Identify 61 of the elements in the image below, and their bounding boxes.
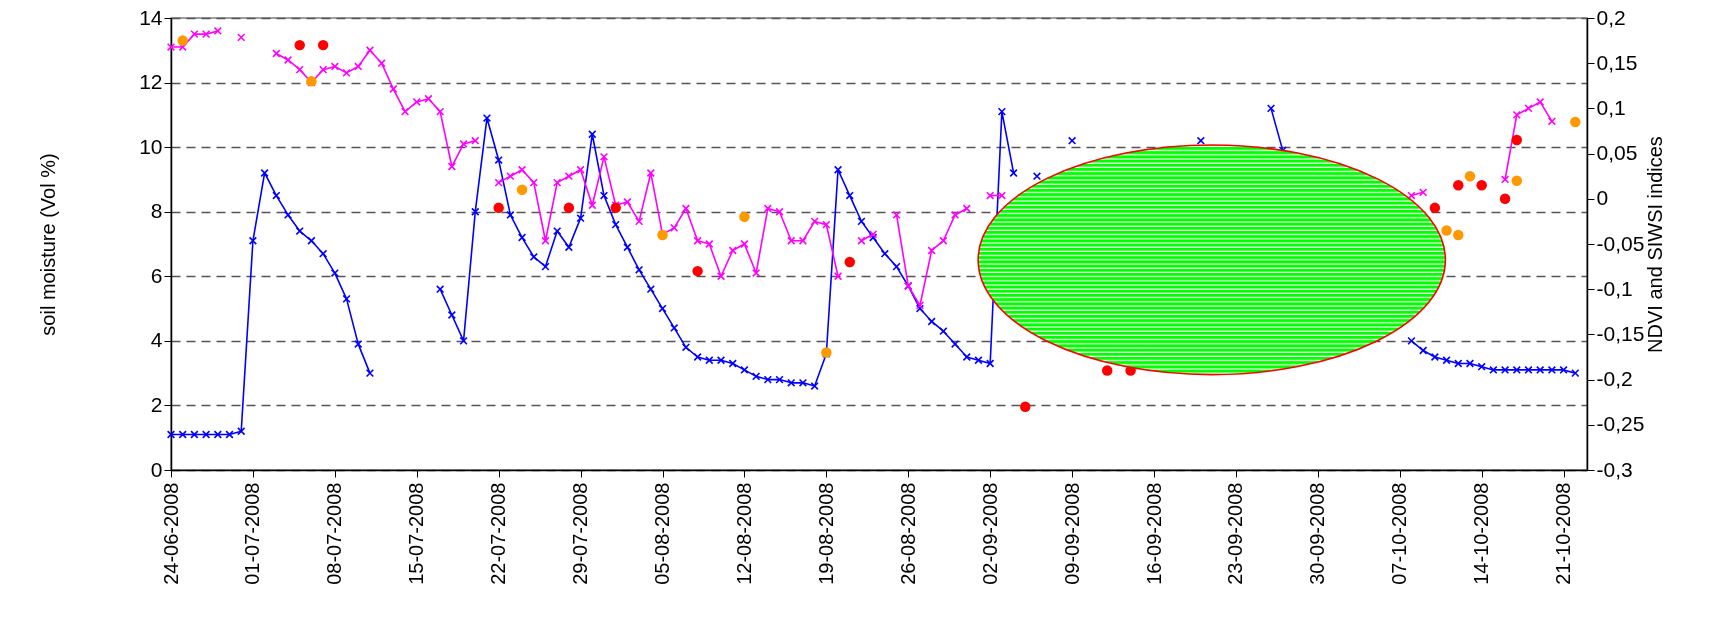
point [692, 265, 703, 277]
point [739, 211, 750, 223]
y2-tick-label: -0,15 [1596, 321, 1645, 345]
y-tick-label: 4 [150, 328, 163, 352]
x-tick-label: 16-09-2008 [1142, 482, 1165, 585]
x-tick-label: 24-06-2008 [159, 482, 182, 585]
point [563, 202, 575, 214]
y2-tick-label: 0,05 [1596, 141, 1638, 165]
point [610, 202, 621, 214]
x-tick-label: 19-08-2008 [814, 482, 837, 585]
x-tick-label: 09-09-2008 [1060, 482, 1083, 585]
point [317, 39, 329, 51]
point [294, 39, 305, 51]
x-tick-label: 01-07-2008 [241, 482, 264, 585]
y-tick-label: 2 [150, 392, 163, 416]
y-tick-label: 14 [139, 5, 163, 29]
point [493, 202, 504, 214]
x-tick-label: 22-07-2008 [487, 482, 510, 585]
y2-tick-label: -0,25 [1596, 412, 1645, 436]
point [1570, 116, 1581, 128]
x-tick-label: 08-07-2008 [323, 482, 346, 585]
x-tick-label: 15-07-2008 [405, 482, 428, 585]
point [177, 35, 188, 46]
y2-tick-label: -0,05 [1596, 231, 1645, 255]
x-tick-label: 23-09-2008 [1224, 482, 1247, 585]
point [1453, 180, 1464, 191]
y-tick-label: 0 [150, 457, 163, 481]
x-tick-label: 12-08-2008 [732, 482, 755, 585]
x-tick-label: 30-09-2008 [1306, 482, 1329, 585]
y-tick-label: 8 [150, 199, 163, 223]
point [1511, 134, 1523, 146]
point [1453, 229, 1464, 241]
x-tick-label: 14-10-2008 [1470, 482, 1493, 585]
x-tick-label: 26-08-2008 [896, 482, 919, 585]
y-tick-label: 6 [150, 263, 163, 287]
point [1464, 170, 1476, 182]
point [844, 256, 855, 268]
y2-tick-label: 0 [1596, 186, 1609, 210]
point [1499, 193, 1511, 205]
y2-tick-label: 0,15 [1596, 50, 1638, 74]
point [1476, 180, 1487, 191]
y-tick-label: 12 [139, 70, 163, 94]
point [1441, 225, 1452, 236]
x-tick-label: 02-09-2008 [978, 482, 1001, 585]
point [1101, 365, 1113, 376]
point [1020, 401, 1031, 412]
y2-tick-label: -0,2 [1596, 367, 1633, 391]
y2-tick-label: -0,1 [1596, 276, 1633, 300]
point [1511, 175, 1523, 186]
point [1429, 202, 1441, 214]
y2-tick-label: -0,3 [1596, 457, 1633, 481]
x-tick-label: 05-08-2008 [651, 482, 673, 585]
y-axis-title: soil moisture (Vol %) [37, 153, 60, 336]
y-tick-label: 10 [139, 134, 163, 158]
point [516, 184, 528, 195]
y2-axis-title: NDVI and SIWSI indices [1644, 136, 1667, 353]
y2-tick-label: 0,2 [1596, 5, 1626, 29]
y2-tick-label: 0,1 [1596, 95, 1626, 119]
x-tick-label: 07-10-2008 [1388, 482, 1411, 585]
x-tick-label: 29-07-2008 [569, 482, 592, 585]
x-tick-label: 21-10-2008 [1552, 482, 1575, 585]
